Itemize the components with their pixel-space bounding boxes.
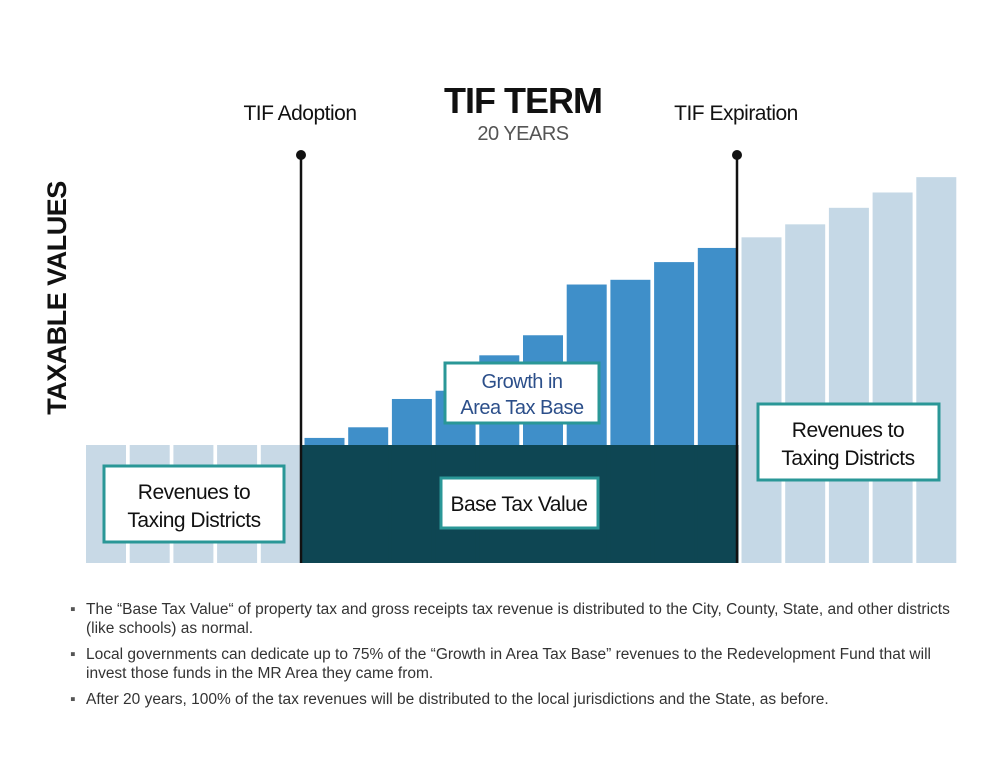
growth-box: Growth in Area Tax Base [443, 361, 601, 425]
tif-diagram: TIF TERM 20 YEARS TIF Adoption TIF Expir… [42, 80, 957, 564]
bar-after [872, 192, 913, 564]
adoption-label: TIF Adoption [243, 102, 356, 125]
after-box-line-1: Revenues to [792, 419, 904, 442]
note-item: ▪ After 20 years, 100% of the tax revenue… [70, 690, 950, 709]
bar-base-value [348, 445, 389, 563]
after-revenues-box: Revenues to Taxing Districts [756, 402, 941, 482]
base-box-label: Base Tax Value [451, 493, 588, 516]
bullet-icon: ▪ [70, 646, 76, 663]
growth-box-line-2: Area Tax Base [460, 397, 584, 419]
y-axis-label: TAXABLE VALUES [42, 181, 72, 415]
base-value-box: Base Tax Value [439, 476, 600, 530]
before-box-line-1: Revenues to [138, 481, 250, 504]
bar-base-value [304, 445, 345, 563]
expiration-dot [732, 150, 742, 160]
bar-growth [304, 437, 345, 445]
bullet-icon: ▪ [70, 601, 76, 618]
bar-base-value [697, 445, 738, 563]
bar-growth [654, 262, 695, 445]
note-text: The “Base Tax Value“ of property tax and… [86, 601, 950, 637]
growth-box-line-1: Growth in [481, 371, 562, 393]
after-box-line-2: Taxing Districts [781, 447, 914, 470]
bar-growth [391, 398, 432, 445]
note-item: ▪ Local governments can dedicate up to 75… [70, 645, 950, 683]
before-box-line-2: Taxing Districts [127, 509, 260, 532]
bar-base-value [654, 445, 695, 563]
bullet-icon: ▪ [70, 691, 76, 708]
bar-base-value [391, 445, 432, 563]
bar-growth [697, 247, 738, 445]
note-item: ▪ The “Base Tax Value“ of property tax an… [70, 600, 950, 638]
expiration-label: TIF Expiration [674, 102, 798, 125]
bar-after [828, 207, 869, 563]
notes-list: ▪ The “Base Tax Value“ of property tax an… [70, 600, 950, 716]
bar-after [785, 224, 826, 563]
bar-after [741, 237, 782, 563]
adoption-dot [296, 150, 306, 160]
bar-after [916, 177, 957, 563]
chart-title: TIF TERM [444, 80, 602, 121]
bar-growth [348, 427, 389, 445]
chart-subtitle: 20 YEARS [477, 123, 568, 145]
bar-growth [610, 279, 651, 445]
note-text: Local governments can dedicate up to 75%… [86, 646, 931, 682]
bar-base-value [610, 445, 651, 563]
note-text: After 20 years, 100% of the tax revenues… [86, 691, 829, 708]
before-revenues-box: Revenues to Taxing Districts [102, 464, 286, 544]
